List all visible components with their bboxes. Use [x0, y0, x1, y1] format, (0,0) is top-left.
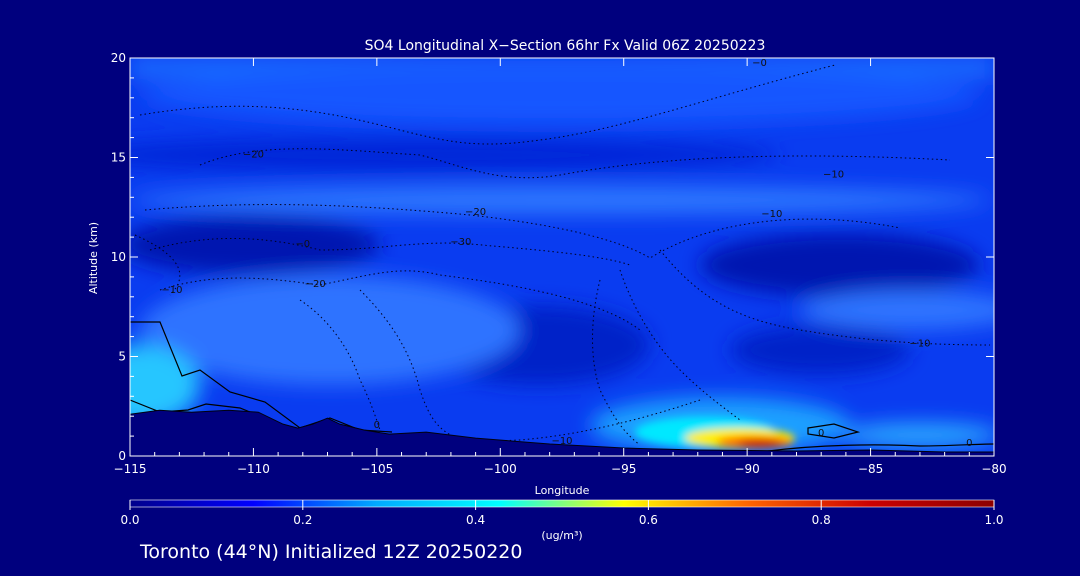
colorbar-ticks: 0.0 0.2 0.4 0.6 0.8 1.0 — [120, 500, 1004, 527]
plot-field: −20 −0 −10 −20 −10 −30 −0 −20 −10 −10 0 −10 0 0 — [130, 58, 994, 456]
contour-label: −0 — [752, 58, 767, 69]
contour-label: −0 — [295, 239, 310, 250]
colorbar-tick-label: 1.0 — [984, 513, 1003, 527]
y-axis-label: Altitude (km) — [87, 222, 100, 294]
blob-mid-tropo — [140, 275, 520, 385]
colorbar — [129, 499, 995, 508]
zero-contour-east — [759, 443, 994, 453]
x-tick-label: −95 — [611, 462, 636, 476]
x-tick-label: −100 — [484, 462, 517, 476]
contour-label: −10 — [761, 209, 782, 220]
x-tick-label: −105 — [360, 462, 393, 476]
contour-labels: −20 −0 −10 −20 −10 −30 −0 −20 −10 −10 0 −10 0 0 — [161, 58, 972, 449]
x-tick-label: −85 — [858, 462, 883, 476]
chart-title: SO4 Longitudinal X−Section 66hr Fx Valid… — [365, 38, 766, 54]
y-tick-label: 5 — [118, 350, 126, 364]
colorbar-tick-label: 0.2 — [293, 513, 312, 527]
contour-label: −10 — [823, 169, 844, 180]
contour-9 — [619, 269, 741, 421]
contour-label: −10 — [161, 285, 182, 296]
contour-7 — [299, 299, 381, 431]
zero-contours — [130, 321, 994, 453]
blob-east-min — [700, 233, 980, 297]
contour-1 — [139, 64, 836, 145]
contour-lines — [134, 64, 991, 446]
blob-west-max — [130, 345, 200, 425]
y-tick-label: 20 — [111, 51, 126, 65]
hot-red — [738, 439, 782, 447]
x-axis-label: Longitude — [535, 484, 590, 497]
x-tick-label: −110 — [237, 462, 270, 476]
blob-east-mid-min — [730, 325, 910, 375]
contour-label: 0 — [374, 420, 380, 431]
contour-label: −20 — [243, 150, 264, 161]
colorbar-tick-label: 0.6 — [639, 513, 658, 527]
colorbar-tick-label: 0.0 — [120, 513, 139, 527]
x-tick-label: −90 — [734, 462, 759, 476]
colorbar-tick-label: 0.8 — [812, 513, 831, 527]
blob-strat — [140, 65, 980, 125]
blob-upper-band — [130, 186, 990, 214]
contour-label: −30 — [450, 237, 471, 248]
blob-east-mid — [800, 290, 994, 330]
terrain — [130, 409, 994, 456]
contour-4 — [149, 237, 631, 266]
contour-6 — [134, 234, 181, 296]
contour-3 — [144, 204, 901, 259]
zero-contour-west-2 — [130, 399, 251, 413]
colorbar-units: (ug/m³) — [541, 529, 582, 542]
x-tick-label: −80 — [981, 462, 1006, 476]
contour-label: −10 — [909, 339, 930, 350]
colorbar-tick-label: 0.4 — [466, 513, 485, 527]
x-tick-label: −115 — [114, 462, 147, 476]
contour-label: −20 — [305, 279, 326, 290]
contour-label: −10 — [551, 436, 572, 447]
blob-east-low — [840, 423, 994, 447]
contour-label: 0 — [818, 428, 824, 439]
footer-caption: Toronto (44°N) Initialized 12Z 20250220 — [140, 541, 523, 563]
y-tick-label: 10 — [111, 250, 126, 264]
contour-8 — [359, 289, 471, 443]
blob-west-min — [130, 215, 380, 275]
contour-label: −20 — [465, 207, 486, 218]
contour-label: 0 — [966, 438, 972, 449]
zero-contour-east-loop — [807, 423, 861, 439]
x-axis: −115 −110 −105 −100 −95 −90 −85 −80 — [114, 58, 1007, 476]
blob-band-150 — [130, 137, 780, 173]
contour-5 — [159, 270, 641, 331]
zero-contour-west — [130, 321, 393, 433]
field-hotspot — [635, 417, 795, 448]
y-tick-label: 0 — [118, 449, 126, 463]
y-tick-label: 15 — [111, 151, 126, 165]
y-axis: 0 5 10 15 20 — [111, 51, 994, 463]
